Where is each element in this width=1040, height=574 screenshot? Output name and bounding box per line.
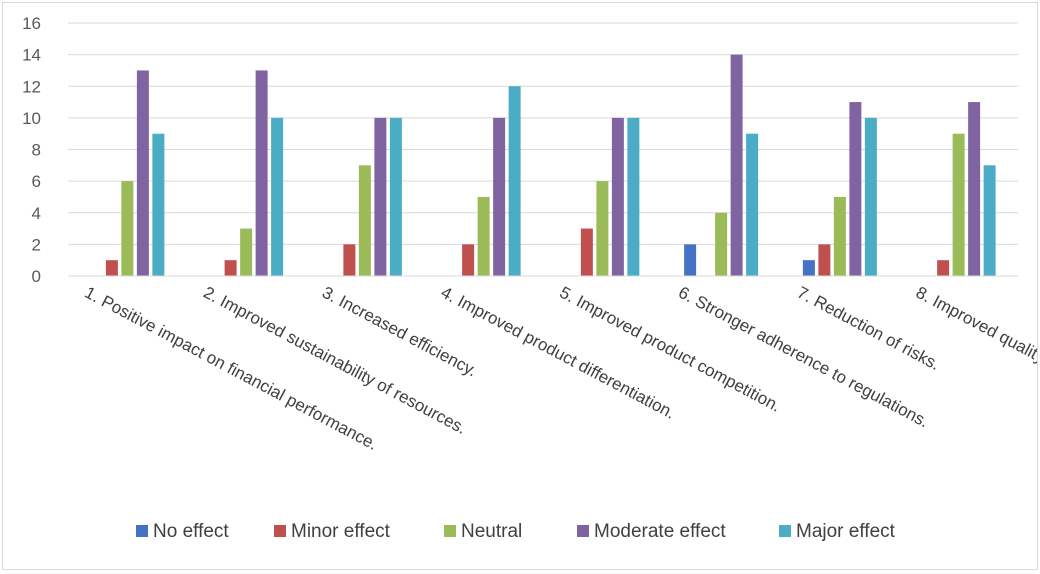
legend-swatch <box>136 525 148 537</box>
bar <box>968 102 981 276</box>
bar <box>477 196 490 276</box>
legend-swatch <box>274 525 286 537</box>
bar <box>343 244 356 276</box>
legend-swatch <box>779 525 791 537</box>
bar <box>462 244 475 276</box>
category-label: 6. Stronger adherence to regulations. <box>675 283 932 432</box>
y-tick-label: 8 <box>32 141 41 160</box>
y-tick-label: 0 <box>32 267 41 286</box>
bar-chart: 0 2 4 6 8 10 12 14 16 1. Positive impact on fina… <box>22 14 1037 542</box>
bar <box>937 260 950 276</box>
y-tick-label: 2 <box>32 235 41 254</box>
y-tick-label: 12 <box>22 77 41 96</box>
bar <box>818 244 831 276</box>
category-label: 5. Improved product competition. <box>556 283 784 416</box>
category-labels: 1. Positive impact on financial performa… <box>81 283 1037 454</box>
y-tick-label: 10 <box>22 109 41 128</box>
bar <box>389 117 402 276</box>
bar <box>849 102 862 276</box>
bar <box>374 117 387 276</box>
bar <box>580 228 593 276</box>
bar <box>240 228 253 276</box>
legend-label: Moderate effect <box>594 521 726 542</box>
bar <box>802 260 815 276</box>
gridlines <box>68 22 1018 245</box>
category-label: 4. Improved product differentiation. <box>438 283 679 423</box>
bar <box>983 165 996 276</box>
bar <box>105 260 118 276</box>
bars <box>105 54 996 276</box>
bar <box>952 133 965 276</box>
legend-label: Major effect <box>796 521 896 542</box>
bar <box>152 133 165 276</box>
y-tick-label: 4 <box>32 204 41 223</box>
bar <box>358 165 371 276</box>
bar <box>746 133 759 276</box>
y-tick-label: 6 <box>32 172 41 191</box>
bar <box>121 181 134 276</box>
bar <box>730 54 743 276</box>
bar <box>271 117 284 276</box>
bar <box>508 86 521 276</box>
bar <box>255 70 268 276</box>
y-axis-ticks: 0 2 4 6 8 10 12 14 16 <box>22 14 41 286</box>
legend-label: Minor effect <box>291 521 391 542</box>
y-tick-label: 16 <box>22 14 41 33</box>
legend-swatch <box>577 525 589 537</box>
y-tick-label: 14 <box>22 46 41 65</box>
bar <box>684 244 697 276</box>
category-label: 8. Improved quality of products. <box>913 283 1037 411</box>
legend-swatch <box>444 525 456 537</box>
bar <box>611 117 624 276</box>
legend-label: Neutral <box>461 521 522 542</box>
bar <box>596 181 609 276</box>
bar <box>833 196 846 276</box>
bar <box>715 212 728 276</box>
bar <box>627 117 640 276</box>
bar <box>493 117 506 276</box>
bar <box>224 260 237 276</box>
bar <box>136 70 149 276</box>
legend-label: No effect <box>153 521 229 542</box>
bar <box>864 117 877 276</box>
legend: No effect Minor effect Neutral Moderate eff… <box>136 521 896 542</box>
